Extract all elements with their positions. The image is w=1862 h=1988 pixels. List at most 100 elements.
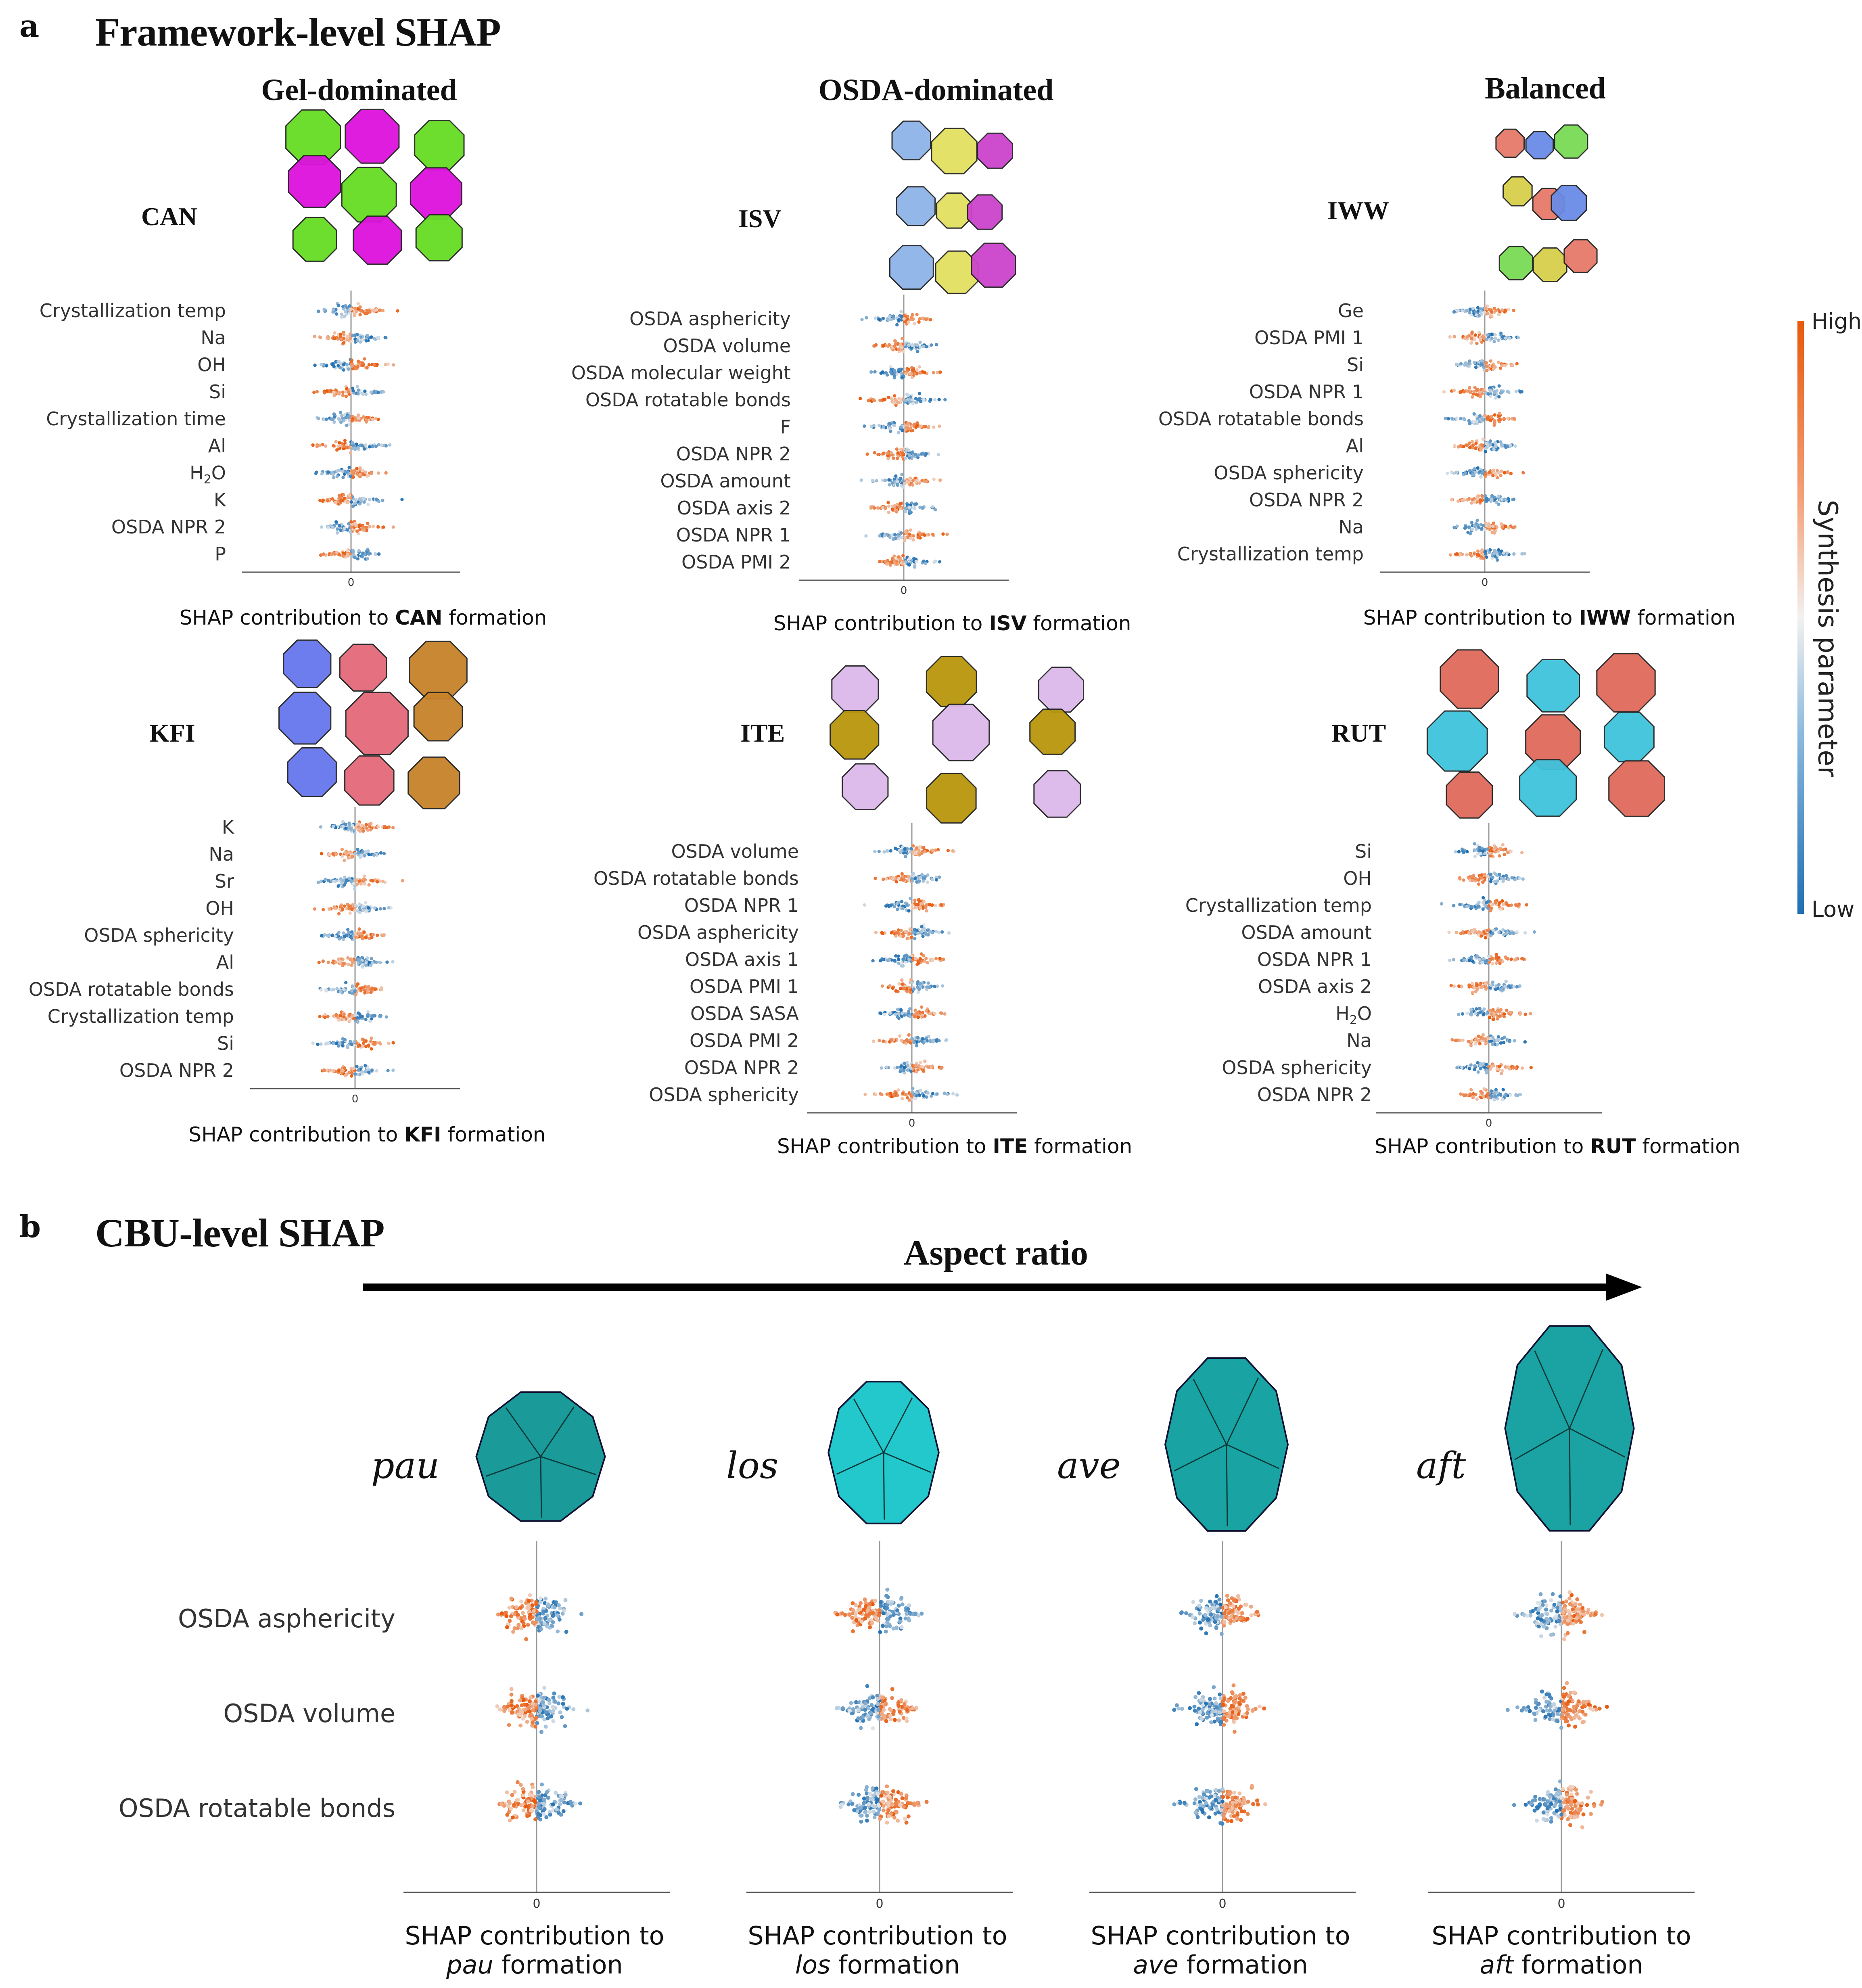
shap-point: [1496, 1043, 1499, 1046]
shap-point: [342, 878, 345, 882]
shap-point: [339, 411, 343, 414]
shap-point: [568, 1800, 573, 1804]
shap-point: [1487, 1065, 1491, 1069]
shap-point: [903, 535, 907, 539]
shap-point: [1448, 553, 1452, 557]
shap-point: [514, 1605, 519, 1610]
shap-point: [1481, 417, 1484, 421]
shap-point: [1517, 903, 1520, 907]
shap-point: [853, 1615, 858, 1619]
shap-point: [541, 1812, 546, 1816]
shap-point: [1507, 307, 1510, 311]
shap-point: [875, 479, 878, 483]
feature-row-dots: [496, 1593, 583, 1641]
shap-point: [1474, 1012, 1477, 1015]
shap-point: [366, 503, 370, 507]
feature-label: OSDA PMI 1: [690, 976, 799, 997]
shap-point: [920, 316, 924, 320]
shap-point: [333, 331, 336, 335]
shap-point: [359, 987, 363, 990]
shap-point: [1516, 1093, 1519, 1097]
shap-point: [913, 1097, 917, 1101]
shap-point: [922, 846, 925, 850]
shap-point: [1477, 878, 1480, 882]
shap-point: [1504, 445, 1508, 449]
shap-point: [1447, 930, 1451, 934]
shap-point: [319, 879, 323, 883]
shap-point: [355, 882, 359, 886]
shap-point: [335, 475, 339, 478]
shap-point: [916, 536, 920, 539]
shap-point: [495, 1704, 499, 1708]
can-structure-image: [285, 109, 465, 265]
shap-point: [1480, 985, 1484, 989]
shap-point: [910, 376, 914, 379]
shap-point: [1465, 905, 1469, 909]
shap-point: [375, 363, 379, 367]
shap-point: [1494, 1013, 1498, 1017]
shap-point: [1492, 1018, 1495, 1021]
shap-point: [1500, 390, 1504, 394]
shap-point: [401, 879, 405, 882]
shap-point: [869, 505, 873, 509]
shap-point: [914, 876, 917, 880]
shap-point: [1464, 930, 1468, 934]
shap-point: [1462, 445, 1465, 448]
shap-point: [359, 500, 363, 503]
shap-point: [326, 960, 330, 964]
shap-point: [913, 322, 916, 326]
shap-point: [915, 401, 918, 404]
shap-point: [342, 931, 345, 935]
shap-point: [938, 370, 942, 374]
shap-point: [903, 530, 907, 534]
shap-point: [1452, 335, 1456, 339]
shap-point: [1504, 979, 1508, 983]
shap-point: [1497, 395, 1501, 399]
shap-point: [327, 987, 331, 991]
aspect-ratio-label: Aspect ratio: [904, 1233, 1088, 1273]
shap-point: [319, 553, 323, 557]
shap-point: [1490, 1095, 1494, 1099]
shap-point: [915, 368, 919, 372]
shap-point: [563, 1793, 568, 1797]
shap-point: [348, 1019, 352, 1022]
shap-point: [1484, 475, 1487, 478]
cbu-feature-label: OSDA rotatable bonds: [118, 1794, 395, 1823]
shap-point: [907, 909, 911, 913]
feature-label: Na: [201, 327, 226, 349]
shap-point: [351, 334, 354, 338]
shap-point: [922, 900, 926, 903]
ite-shap-caption: SHAP contribution to ITE formation: [777, 1135, 1133, 1158]
shap-point: [349, 879, 353, 883]
shap-point: [367, 552, 371, 556]
shap-point: [1457, 984, 1461, 988]
shap-point: [1501, 1088, 1505, 1091]
shap-point: [916, 991, 920, 994]
shap-point: [884, 506, 888, 510]
shap-point: [1498, 412, 1501, 415]
shap-point: [909, 1041, 913, 1045]
shap-point: [1449, 984, 1453, 987]
shap-point: [922, 1041, 926, 1045]
shap-point: [918, 371, 922, 375]
shap-point: [328, 852, 332, 856]
shap-point: [1511, 364, 1514, 368]
shap-point: [331, 552, 335, 555]
cbu-name: los: [726, 1444, 779, 1487]
shap-point: [346, 1044, 350, 1047]
shap-point: [351, 855, 354, 859]
shap-point: [325, 336, 329, 340]
shap-point: [1469, 1088, 1473, 1091]
shap-point: [1473, 855, 1477, 858]
shap-point: [345, 424, 349, 427]
shap-point: [1489, 872, 1493, 876]
shap-point: [334, 520, 338, 524]
shap-point: [880, 1066, 883, 1070]
shap-point: [929, 318, 932, 322]
shap-point: [922, 398, 926, 402]
shap-point: [362, 1041, 366, 1045]
shap-point: [372, 853, 376, 857]
shap-point: [364, 1064, 367, 1068]
shap-point: [1498, 854, 1501, 858]
shap-point: [873, 451, 876, 455]
